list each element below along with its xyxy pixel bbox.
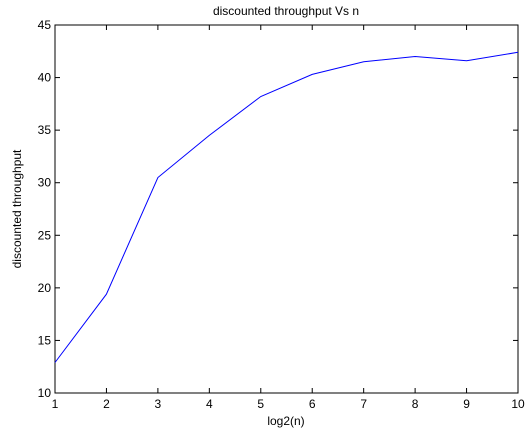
plot-area <box>54 24 519 394</box>
chart-title: discounted throughput Vs n <box>213 4 359 18</box>
x-tick-label: 4 <box>206 397 213 411</box>
y-tick-label: 35 <box>38 123 52 137</box>
series-line <box>54 51 519 363</box>
series-layer <box>54 51 519 363</box>
x-tick-label: 2 <box>103 397 110 411</box>
y-tick-label: 45 <box>38 18 52 32</box>
y-tick-label: 10 <box>38 386 52 400</box>
y-tick-label: 40 <box>38 71 52 85</box>
x-tick-label: 3 <box>155 397 162 411</box>
y-tick-label: 25 <box>38 228 52 242</box>
x-tick-label: 8 <box>412 397 419 411</box>
x-tick-label: 7 <box>360 397 367 411</box>
x-tick-label: 6 <box>309 397 316 411</box>
x-tick-label: 1 <box>52 397 59 411</box>
x-axis-label: log2(n) <box>267 414 304 428</box>
y-tick-label: 30 <box>38 176 52 190</box>
y-tick-label: 20 <box>38 281 52 295</box>
x-tick-label: 9 <box>463 397 470 411</box>
x-tick-label: 10 <box>511 397 525 411</box>
x-tick-label: 5 <box>257 397 264 411</box>
y-tick-label: 15 <box>38 333 52 347</box>
y-axis-label: discounted throughput <box>10 149 24 268</box>
